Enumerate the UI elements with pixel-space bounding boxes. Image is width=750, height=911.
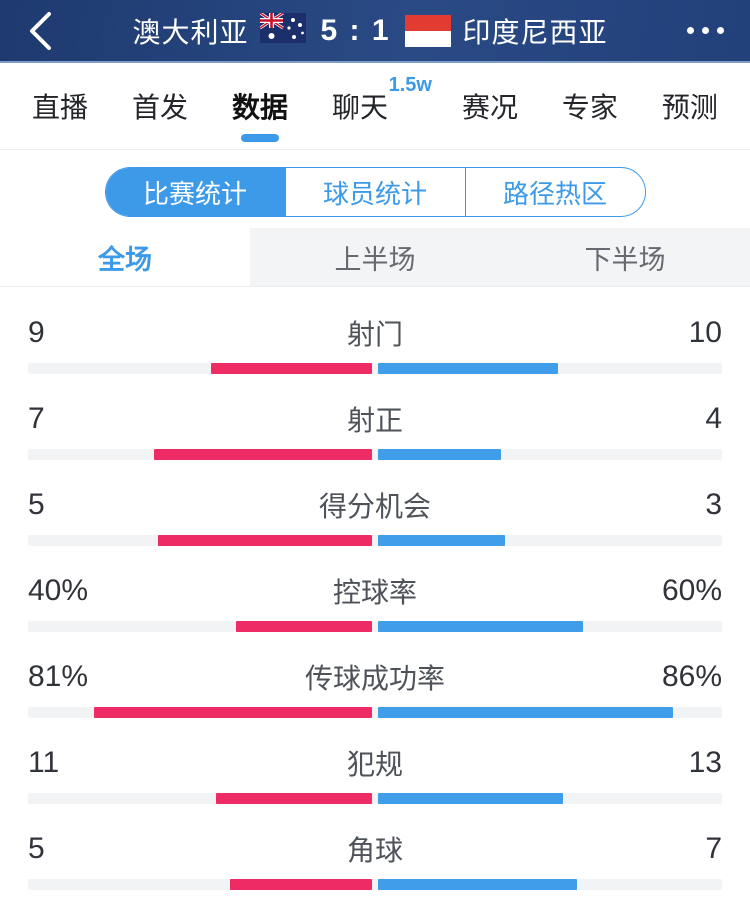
stat-label: 传球成功率	[304, 663, 445, 694]
active-tab-indicator	[240, 134, 279, 142]
more-options-button[interactable]	[660, 0, 750, 61]
tab-matchinfo[interactable]: 赛况	[461, 92, 518, 123]
tab-lineup[interactable]: 首发	[131, 92, 188, 123]
main-tabbar: 直播 首发 数据 聊天 1.5w 赛况 专家 预测	[0, 63, 750, 150]
home-value: 81%	[28, 660, 89, 693]
home-value: 5	[28, 832, 45, 865]
stat-label: 控球率	[332, 577, 417, 608]
away-value: 3	[705, 488, 722, 521]
tab-live[interactable]: 直播	[32, 92, 89, 123]
away-bar	[378, 793, 563, 804]
home-bar	[215, 793, 372, 804]
away-bar	[378, 621, 584, 632]
home-bar	[230, 879, 372, 890]
stat-label: 犯规	[346, 749, 403, 780]
stat-row-big-chances: 5 得分机会 3	[28, 487, 722, 546]
period-tab-first-half[interactable]: 上半场	[334, 244, 416, 275]
home-bar	[154, 449, 372, 460]
away-value: 4	[705, 402, 722, 435]
home-bar	[236, 621, 372, 632]
stats-type-switcher: 比赛统计 球员统计 路径热区	[0, 150, 750, 228]
stat-bar-track	[28, 449, 722, 460]
away-team-name: 印度尼西亚	[462, 16, 608, 48]
stat-bar-track	[28, 535, 722, 546]
segment-heatmap[interactable]: 路径热区	[464, 168, 645, 216]
home-value: 5	[28, 488, 45, 521]
back-button[interactable]	[0, 0, 80, 61]
away-value: 7	[705, 832, 722, 865]
period-tabs: 全场 上半场 下半场	[0, 228, 750, 287]
tab-data[interactable]: 数据	[230, 68, 290, 144]
tab-prediction[interactable]: 预测	[661, 92, 718, 123]
home-bar	[93, 707, 372, 718]
away-value: 13	[688, 746, 722, 779]
stat-bar-track	[28, 793, 722, 804]
stat-row-shots-on-target: 7 射正 4	[28, 401, 722, 460]
period-tab-full[interactable]: 全场	[0, 228, 250, 286]
away-bar	[378, 879, 578, 890]
back-chevron-icon	[30, 11, 51, 50]
away-bar	[378, 707, 674, 718]
home-value: 40%	[28, 574, 89, 607]
stat-bar-track	[28, 363, 722, 374]
home-bar	[210, 363, 372, 374]
away-value: 86%	[661, 660, 722, 693]
stat-label: 射门	[346, 319, 403, 350]
away-bar	[378, 363, 558, 374]
chat-count-badge: 1.5w	[388, 74, 432, 96]
stat-row-pass-accuracy: 81% 传球成功率 86%	[28, 659, 722, 718]
australia-flag-icon	[259, 11, 307, 48]
stat-bar-track	[28, 879, 722, 890]
stat-row-fouls: 11 犯规 13	[28, 745, 722, 804]
away-value: 60%	[661, 574, 722, 607]
ellipsis-icon	[686, 27, 694, 34]
tab-experts[interactable]: 专家	[561, 92, 618, 123]
stat-label: 角球	[346, 835, 403, 866]
home-value: 9	[28, 316, 45, 349]
stat-row-corners: 5 角球 7	[28, 831, 722, 890]
match-stats-list: 9 射门 10 7 射正 4 5 得分机会 3	[0, 287, 750, 890]
match-header: 澳大利亚 5 : 1	[0, 0, 750, 63]
away-bar	[378, 535, 506, 546]
segment-match-stats[interactable]: 比赛统计	[105, 168, 285, 216]
scoreline: 澳大利亚 5 : 1	[80, 11, 660, 51]
home-value: 7	[28, 402, 45, 435]
away-bar	[378, 449, 502, 460]
stat-row-possession: 40% 控球率 60%	[28, 573, 722, 632]
match-score: 5 : 1	[320, 13, 391, 47]
home-value: 11	[28, 746, 60, 779]
indonesia-flag-icon	[404, 14, 451, 47]
home-team-name: 澳大利亚	[132, 16, 249, 48]
stat-bar-track	[28, 621, 722, 632]
stat-row-shots: 9 射门 10	[28, 315, 722, 374]
stat-bar-track	[28, 707, 722, 718]
period-tab-second-half[interactable]: 下半场	[584, 244, 666, 275]
stat-label: 得分机会	[318, 491, 431, 522]
stat-label: 射正	[346, 405, 403, 436]
home-bar	[158, 535, 372, 546]
segment-player-stats[interactable]: 球员统计	[284, 168, 465, 216]
tab-chat[interactable]: 聊天 1.5w	[331, 74, 432, 123]
away-value: 10	[688, 316, 722, 349]
